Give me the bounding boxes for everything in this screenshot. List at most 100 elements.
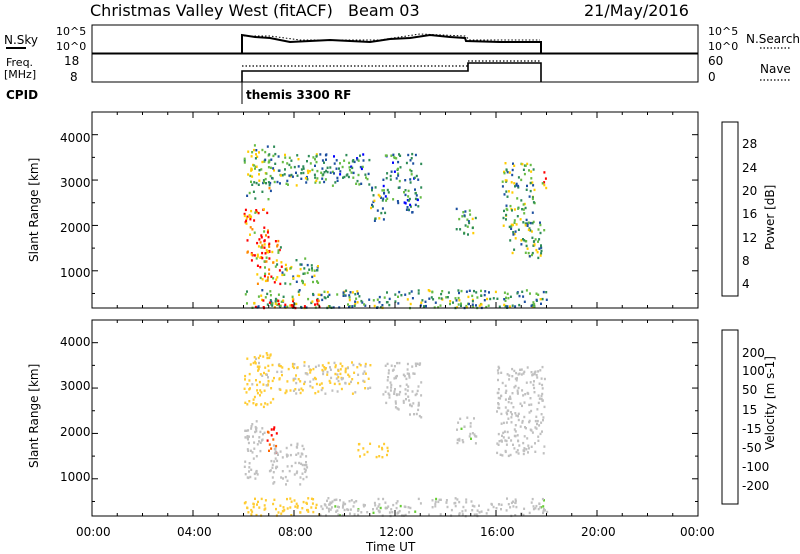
data-cell (504, 398, 507, 401)
data-cell (538, 238, 541, 241)
nsearch-label: N.Search (746, 32, 800, 46)
data-cell (256, 273, 259, 276)
data-cell (409, 506, 412, 510)
data-cell (532, 507, 535, 511)
velocity-cbar-tick-neg15: -15 (742, 422, 762, 436)
data-cell (265, 260, 268, 263)
data-cell (260, 246, 263, 249)
data-cell (504, 179, 507, 182)
data-cell (246, 194, 249, 197)
data-cell (514, 185, 516, 188)
data-cell (322, 370, 325, 373)
data-cell (387, 372, 390, 375)
data-cell (475, 513, 478, 516)
data-cell (324, 504, 327, 507)
data-cell (398, 179, 401, 183)
data-cell (365, 176, 367, 179)
data-cell (526, 162, 529, 166)
data-cell (307, 497, 310, 500)
scatter-region (455, 207, 477, 236)
data-cell (340, 387, 343, 391)
data-cell (499, 453, 502, 456)
data-cell (513, 164, 516, 167)
data-cell (503, 170, 505, 174)
data-cell (317, 390, 320, 393)
data-cell (461, 215, 464, 218)
data-cell (434, 301, 437, 304)
data-cell (263, 275, 266, 278)
data-cell (261, 438, 264, 441)
data-cell (504, 439, 507, 442)
data-cell (301, 463, 304, 467)
data-cell (286, 507, 289, 510)
data-cell (318, 293, 321, 296)
data-cell (361, 301, 364, 304)
data-cell (267, 251, 270, 254)
data-cell (408, 372, 410, 376)
data-cell (244, 460, 247, 463)
data-cell (360, 182, 363, 185)
data-cell (417, 401, 420, 405)
data-cell (509, 397, 512, 400)
data-cell (414, 188, 416, 191)
data-cell (397, 172, 400, 175)
data-cell (336, 293, 339, 296)
data-cell (246, 448, 249, 451)
data-cell (307, 171, 310, 175)
velocity-cbar-tick-200: 200 (742, 346, 765, 360)
data-cell (348, 382, 351, 386)
data-cell (300, 172, 303, 175)
data-cell (502, 436, 505, 439)
data-cell (271, 476, 274, 479)
data-cell (414, 393, 417, 397)
data-cell (513, 221, 516, 224)
data-cell (505, 207, 508, 211)
data-cell (473, 417, 475, 420)
data-cell (321, 298, 324, 302)
data-cell (533, 188, 536, 192)
data-cell (279, 450, 282, 453)
data-cell (504, 384, 507, 387)
data-cell (487, 304, 490, 307)
data-cell (375, 455, 378, 459)
data-cell (389, 381, 392, 384)
data-cell (532, 244, 535, 247)
data-cell (513, 428, 516, 431)
data-cell (515, 182, 518, 186)
data-cell (266, 373, 268, 376)
data-cell (253, 181, 256, 184)
data-cell (383, 296, 386, 299)
data-cell (531, 181, 534, 184)
data-cell (335, 159, 338, 162)
data-cell (281, 174, 284, 177)
data-cell (355, 500, 358, 503)
data-cell (336, 176, 339, 180)
data-cell (330, 501, 333, 505)
data-cell (351, 305, 354, 308)
data-cell (249, 218, 252, 221)
data-cell (255, 379, 257, 382)
data-cell (356, 290, 359, 293)
data-cell (405, 377, 408, 381)
data-cell (246, 403, 249, 406)
data-cell (541, 387, 544, 390)
data-cell (358, 183, 361, 186)
data-cell (396, 374, 398, 378)
data-cell (245, 429, 248, 432)
data-cell (536, 251, 539, 254)
data-cell (407, 189, 410, 193)
data-cell (380, 211, 383, 215)
data-cell (459, 417, 462, 420)
data-cell (304, 177, 307, 180)
data-cell (317, 281, 320, 284)
data-cell (350, 499, 353, 502)
data-cell (533, 243, 536, 246)
data-cell (515, 505, 518, 509)
data-cell (541, 497, 544, 501)
data-cell (472, 231, 475, 235)
data-cell (342, 291, 345, 294)
power-cbar-tick-20: 20 (742, 184, 757, 198)
data-cell (269, 181, 272, 185)
data-cell (290, 464, 293, 468)
data-cell (518, 444, 521, 447)
